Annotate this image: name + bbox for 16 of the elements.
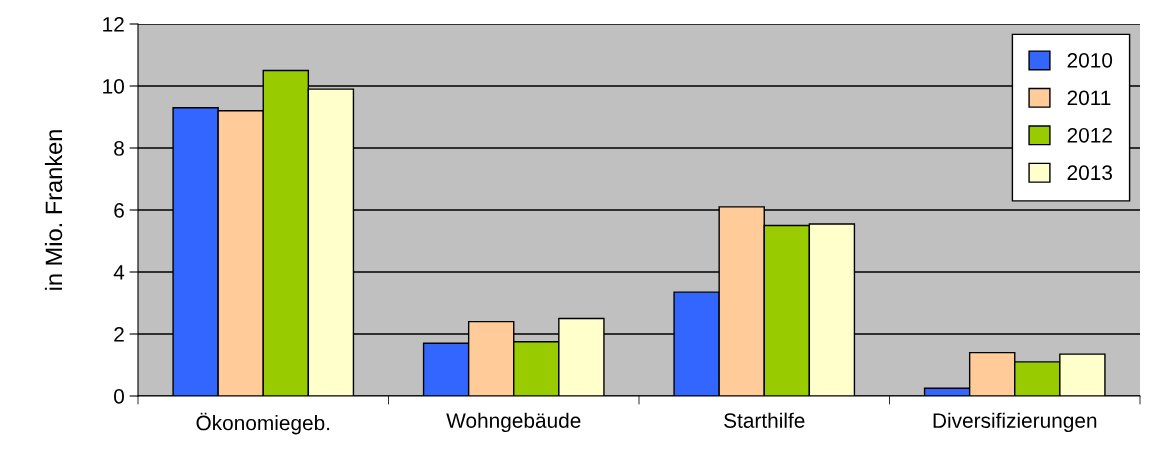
x-tick-label: Wohngebäude <box>446 412 581 433</box>
legend-label: 2013 <box>1067 165 1113 181</box>
y-tick-label: 4 <box>113 265 125 280</box>
legend-label: 2010 <box>1067 52 1113 68</box>
y-tick-label: 8 <box>114 141 124 156</box>
y-tick-label: 12 <box>103 17 124 32</box>
y-tick-label: 0 <box>114 389 124 404</box>
x-tick-label: Ökonomiegeb. <box>196 412 330 435</box>
y-tick-label: 10 <box>103 79 124 94</box>
legend-label: 2011 <box>1067 90 1111 106</box>
legend-label: 2012 <box>1067 127 1112 143</box>
y-tick-label: 2 <box>114 327 124 342</box>
x-tick-label: Starthilfe <box>724 412 805 428</box>
y-tick-label: 6 <box>114 203 124 218</box>
x-tick-label: Diversifizierungen <box>933 412 1097 433</box>
y-axis-title: in Mio. Franken <box>44 130 63 290</box>
